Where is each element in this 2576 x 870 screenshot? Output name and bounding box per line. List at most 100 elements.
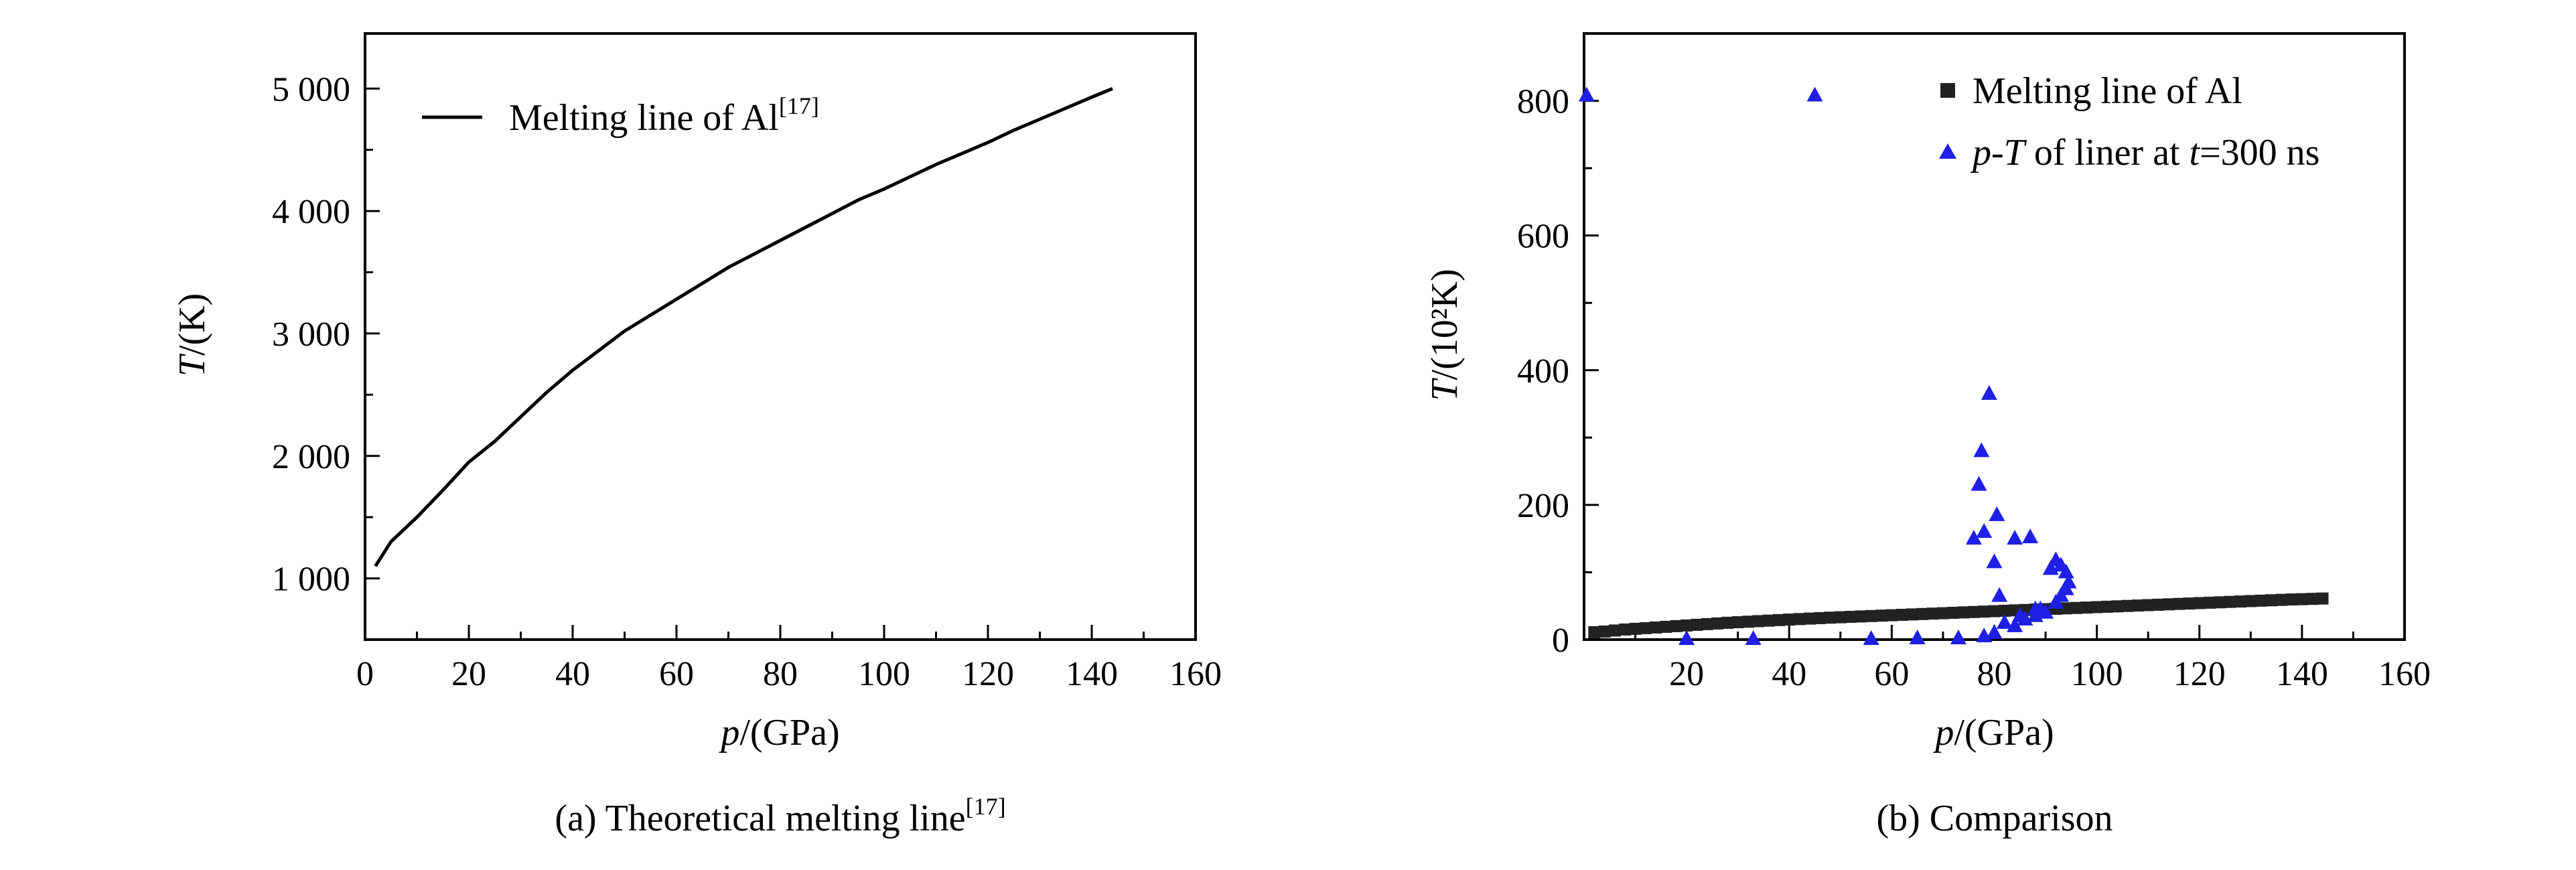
panel-b-plot-frame — [1583, 32, 2406, 641]
liner-point-triangle — [1976, 627, 1993, 642]
melting-point-square — [1978, 605, 1991, 618]
melting-point-square — [1834, 611, 1847, 624]
x-tick-label: 160 — [2378, 655, 2431, 693]
melting-point-square — [1762, 614, 1775, 627]
x-tick-label: 20 — [1669, 655, 1704, 693]
melting-point-square — [2265, 594, 2277, 607]
liner-point-triangle — [2022, 528, 2039, 544]
liner-point-triangle — [1678, 630, 1695, 645]
melting-point-square — [2142, 599, 2155, 611]
melting-point-square — [2100, 600, 2113, 613]
melting-point-square — [2162, 598, 2175, 611]
melting-point-square — [1670, 620, 1683, 632]
melting-point-square — [2224, 595, 2236, 608]
melting-point-square — [1916, 607, 1929, 620]
melting-point-square — [2295, 593, 2308, 605]
liner-point-triangle — [1986, 624, 2003, 639]
liner-point-triangle — [2042, 560, 2059, 575]
melting-point-square — [2111, 600, 2124, 613]
melting-point-square — [1680, 619, 1693, 632]
liner-point-triangle — [1965, 530, 1982, 545]
panel-a-x-axis-title: p/(GPa) — [718, 712, 839, 753]
melting-point-square — [1803, 612, 1816, 625]
melting-point-square — [2214, 596, 2226, 609]
melting-point-square — [1845, 611, 1857, 624]
y-tick-label: 0 — [1552, 622, 1569, 660]
x-tick-label: 40 — [555, 655, 590, 693]
panel-a-melting-line-chart: 0 20 40 60 80 100 120 140 160 1 000 2 000 3 000 4 00… — [171, 32, 1222, 839]
melting-point-square — [1793, 613, 1806, 626]
melting-point-square — [2316, 592, 2329, 605]
melting-point-square — [1875, 609, 1888, 622]
panel-b-legend-square-marker — [1940, 83, 1955, 98]
x-tick-label: 140 — [2276, 655, 2328, 693]
liner-point-triangle — [1996, 613, 2013, 629]
melting-point-square — [1742, 615, 1754, 628]
x-tick-label: 0 — [356, 655, 374, 693]
panel-b-liner-points — [1578, 86, 2077, 645]
liner-point-triangle — [1745, 630, 1762, 645]
y-tick-label: 1 000 — [272, 561, 350, 599]
melting-point-square — [1998, 604, 2011, 617]
y-tick-label: 3 000 — [272, 315, 350, 354]
melting-point-square — [1660, 620, 1672, 633]
melting-point-square — [1701, 618, 1713, 630]
melting-point-square — [1957, 606, 1970, 619]
x-tick-label: 100 — [2071, 655, 2123, 693]
melting-point-square — [1639, 622, 1652, 634]
melting-point-square — [2234, 595, 2246, 608]
melting-point-square — [2070, 601, 2082, 614]
melting-point-square — [1752, 615, 1765, 628]
melting-point-square — [2255, 594, 2267, 607]
melting-point-square — [2204, 596, 2216, 609]
panel-b-legend-label-melting: Melting line of Al — [1973, 70, 2242, 112]
liner-point-triangle — [1863, 630, 1879, 645]
x-tick-label: 40 — [1772, 655, 1806, 693]
panel-b-legend: Melting line of Al p-T of liner at t=300… — [1939, 70, 2319, 173]
x-tick-label: 160 — [1169, 655, 1222, 693]
melting-point-square — [2090, 601, 2103, 613]
melting-point-square — [1906, 608, 1918, 621]
liner-point-triangle — [1989, 506, 2005, 521]
x-tick-label: 60 — [1874, 655, 1909, 693]
x-tick-label: 120 — [2173, 655, 2226, 693]
y-tick-label: 4 000 — [272, 193, 350, 231]
liner-point-triangle — [1971, 476, 1987, 491]
panel-b-x-axis-title: p/(GPa) — [1932, 712, 2054, 753]
panel-b-melting-points — [1588, 592, 2329, 638]
liner-point-triangle — [2011, 607, 2028, 622]
panel-a-tick-labels: 0 20 40 60 80 100 120 140 160 1 000 2 000 3 000 4 00… — [272, 70, 1222, 693]
melting-point-square — [1865, 609, 1877, 622]
liner-point-triangle — [1909, 629, 1926, 644]
melting-point-square — [2173, 597, 2186, 610]
panel-b-y-axis-title: T/(10²K) — [1424, 269, 1465, 401]
melting-point-square — [2244, 595, 2257, 607]
melting-point-square — [1967, 605, 1980, 618]
panel-a-legend-label: Melting line of Al[17] — [509, 92, 819, 139]
panel-a-caption: (a) Theoretical melting line[17] — [555, 793, 1005, 839]
x-tick-label: 20 — [451, 655, 486, 693]
y-tick-label: 400 — [1517, 352, 1569, 390]
panel-a-melting-line — [374, 86, 1113, 567]
melting-point-square — [1814, 611, 1827, 624]
liner-point-triangle — [1806, 86, 1823, 102]
melting-point-square — [1895, 608, 1908, 621]
melting-point-square — [1691, 618, 1703, 631]
x-tick-label: 80 — [1977, 655, 2012, 693]
melting-point-square — [2121, 599, 2134, 612]
melting-point-square — [2306, 593, 2319, 605]
melting-point-square — [2285, 593, 2298, 606]
melting-point-square — [2080, 601, 2093, 614]
liner-point-triangle — [1950, 629, 1966, 644]
melting-point-square — [1783, 613, 1796, 626]
melting-point-square — [1885, 609, 1898, 622]
liner-point-triangle — [2060, 573, 2077, 589]
liner-point-triangle — [1981, 384, 1997, 400]
panel-a-legend: Melting line of Al[17] — [422, 92, 819, 139]
melting-point-square — [1619, 623, 1632, 636]
melting-point-square — [1650, 621, 1662, 634]
panel-b-ticks — [1583, 32, 2406, 641]
liner-point-triangle — [1976, 523, 1993, 538]
x-tick-label: 120 — [962, 655, 1014, 693]
melting-point-square — [1588, 626, 1601, 638]
